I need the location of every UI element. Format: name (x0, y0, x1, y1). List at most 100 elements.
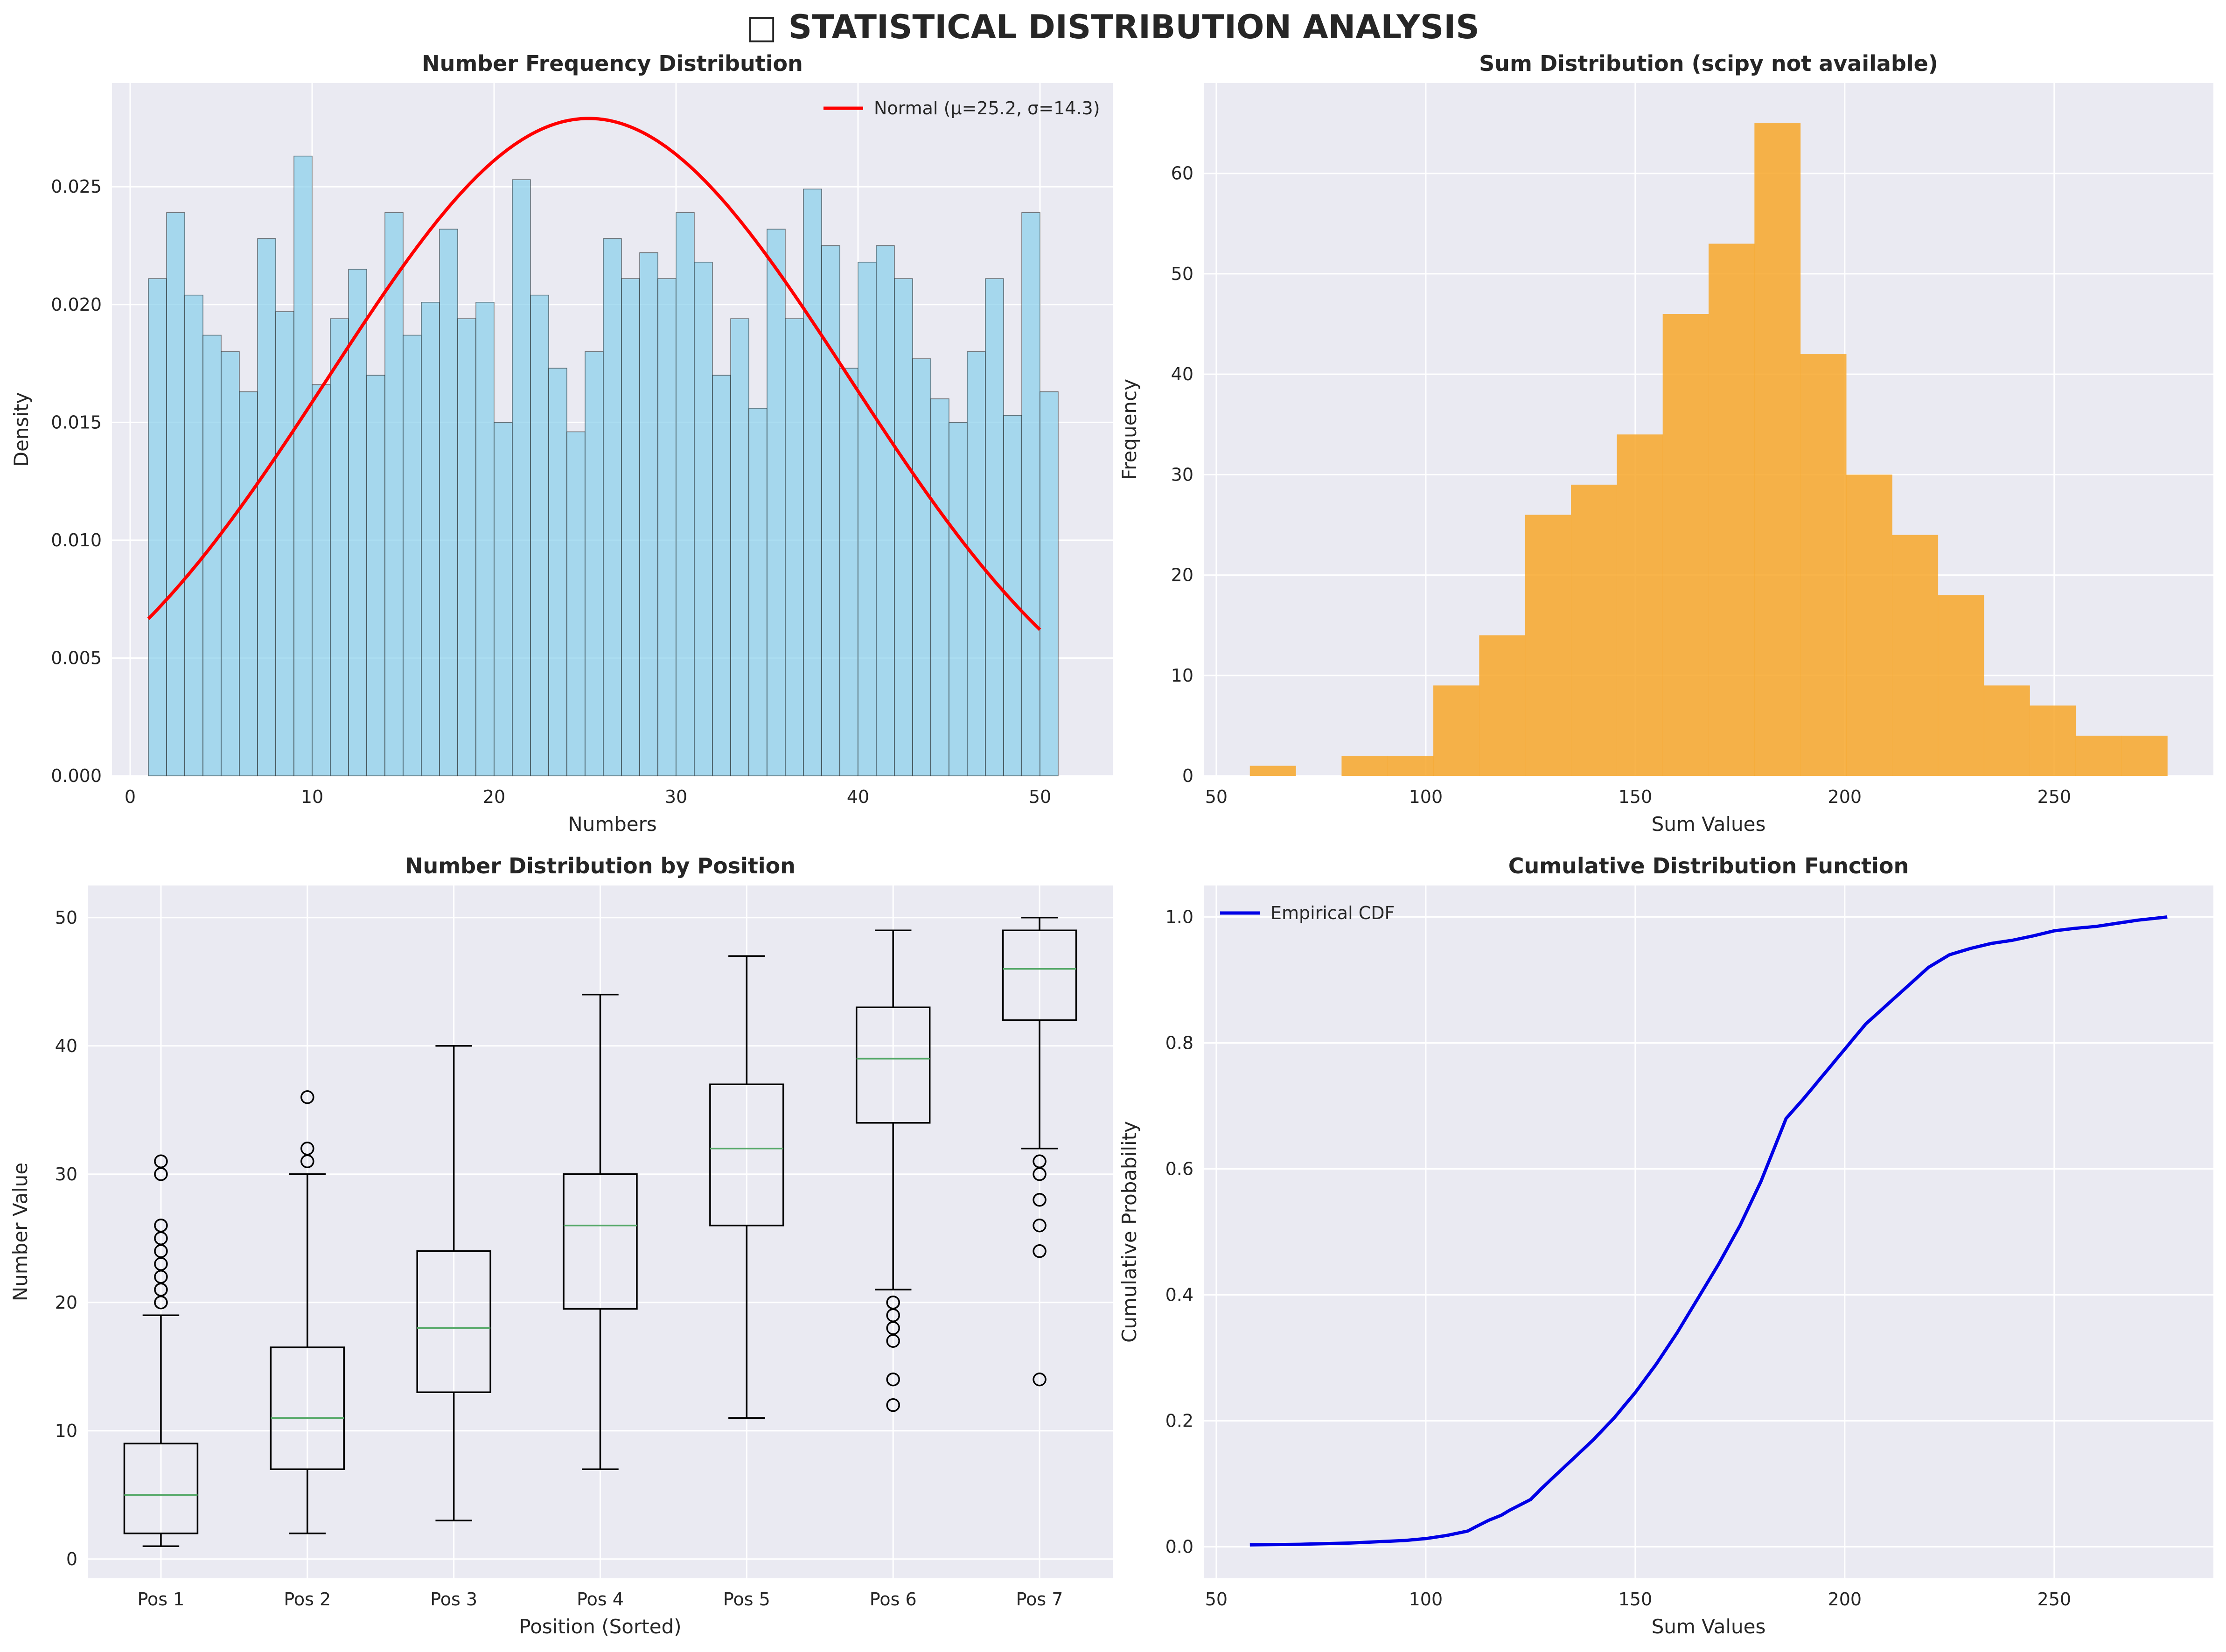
panel-sum-distribution: 50 100 150 200 250 0 10 20 30 40 50 60 Sum Distribut… (1118, 51, 2213, 836)
histogram-bar (366, 375, 385, 776)
histogram-bar (767, 229, 786, 776)
y-tick-label: 10 (55, 1421, 77, 1441)
box (563, 1173, 638, 1310)
histogram-bar (566, 431, 586, 776)
chart-title: Number Frequency Distribution (422, 51, 803, 76)
histogram-bar (730, 318, 749, 776)
histogram-bar (894, 278, 913, 776)
x-tick-label: 150 (1619, 787, 1653, 807)
histogram-bar (312, 384, 331, 776)
histogram-bar (293, 155, 313, 776)
histogram-bar (239, 391, 258, 776)
chart-title: Number Distribution by Position (405, 853, 795, 878)
y-tick-label: 50 (1171, 264, 1193, 284)
histogram-bar (912, 358, 931, 776)
legend-label-cdf: Empirical CDF (1270, 903, 1395, 923)
y-tick-label: 0.010 (51, 530, 102, 551)
histogram-bar (785, 318, 804, 776)
histogram-bar (585, 351, 604, 776)
histogram-bar (1433, 685, 1479, 776)
x-tick-label: Pos 2 (284, 1589, 331, 1610)
y-tick-label: 0.2 (1165, 1411, 1193, 1431)
y-tick-label: 10 (1171, 665, 1193, 686)
x-tick-label: 150 (1619, 1589, 1653, 1610)
outlier-point (886, 1373, 900, 1387)
outlier-point (1033, 1219, 1047, 1233)
histogram-bar (1754, 123, 1801, 776)
histogram-bar (858, 262, 877, 776)
histogram-bar (184, 294, 203, 776)
histogram-bar (1525, 515, 1571, 776)
box (709, 1083, 784, 1227)
y-tick-label: 0 (1182, 766, 1193, 786)
histogram-bar (803, 188, 822, 776)
cdf-line (1249, 915, 2168, 1547)
y-tick-label: 0.8 (1165, 1033, 1193, 1053)
y-axis-label: Frequency (1118, 379, 1141, 480)
histogram-bar (1040, 391, 1059, 776)
outlier-point (1033, 1154, 1047, 1168)
histogram-bar (457, 318, 476, 776)
y-tick-label: 20 (1171, 565, 1193, 586)
x-tick-label: Pos 4 (577, 1589, 624, 1610)
histogram-bar (603, 238, 622, 776)
outlier-point (886, 1296, 900, 1310)
histogram-bar (839, 368, 858, 776)
y-tick-label: 0 (66, 1549, 77, 1569)
x-tick-label: 10 (301, 787, 323, 807)
box (1002, 929, 1077, 1021)
outlier-point (1033, 1373, 1047, 1387)
y-axis-label: Density (10, 392, 33, 467)
histogram-bar (2121, 735, 2168, 776)
histogram-bar (930, 398, 949, 776)
x-axis-label: Position (Sorted) (519, 1615, 681, 1638)
histogram-bar (657, 278, 677, 776)
outlier-point (300, 1142, 314, 1156)
histogram-bar (1249, 766, 1296, 776)
panel-position-boxplot: Pos 1 Pos 2 Pos 3 Pos 4 Pos 5 Pos 6 Pos 7 0 10 20… (9, 853, 1113, 1638)
legend-label-normal: Normal (μ=25.2, σ=14.3) (874, 98, 1100, 118)
x-axis-label: Sum Values (1652, 813, 1766, 836)
histogram-bar (475, 301, 495, 776)
histogram-bar (384, 212, 404, 776)
box (123, 1443, 199, 1534)
histogram-bar (530, 294, 549, 776)
y-tick-label: 40 (1171, 364, 1193, 384)
x-axis-label: Sum Values (1652, 1615, 1766, 1638)
x-tick-label: Pos 7 (1016, 1589, 1063, 1610)
x-axis-label: Numbers (568, 813, 657, 836)
outlier-point (886, 1398, 900, 1412)
histogram-bar (949, 422, 968, 776)
histogram-bar (330, 318, 349, 776)
y-tick-label: 0.000 (51, 766, 102, 786)
axes-background (1204, 885, 2213, 1578)
histogram-bar (1709, 244, 1755, 776)
histogram-bar (1662, 314, 1709, 776)
y-tick-label: 0.0 (1165, 1537, 1193, 1557)
x-tick-label: 40 (847, 787, 869, 807)
histogram-bar (1892, 535, 1939, 776)
x-tick-label: 200 (1828, 1589, 1862, 1610)
histogram-bar (676, 212, 695, 776)
y-tick-label: 0.6 (1165, 1159, 1193, 1179)
x-tick-label: Pos 1 (137, 1589, 184, 1610)
histogram-bar (1800, 354, 1847, 776)
y-tick-label: 40 (55, 1036, 77, 1056)
histogram-bar (548, 368, 567, 776)
x-tick-label: 50 (1205, 1589, 1228, 1610)
histogram-bar (2075, 735, 2122, 776)
y-tick-label: 1.0 (1165, 907, 1193, 927)
x-tick-label: Pos 6 (870, 1589, 917, 1610)
histogram-bar (421, 301, 440, 776)
outlier-point (154, 1219, 168, 1233)
x-tick-label: 250 (2038, 1589, 2072, 1610)
histogram-bar (1021, 212, 1040, 776)
histogram-bar (221, 351, 240, 776)
x-tick-label: 20 (483, 787, 505, 807)
outlier-point (1033, 1193, 1047, 1207)
histogram-bar (1846, 474, 1892, 776)
histogram-bar (621, 278, 640, 776)
histogram-bar (639, 252, 658, 776)
histogram-bar (439, 229, 458, 776)
